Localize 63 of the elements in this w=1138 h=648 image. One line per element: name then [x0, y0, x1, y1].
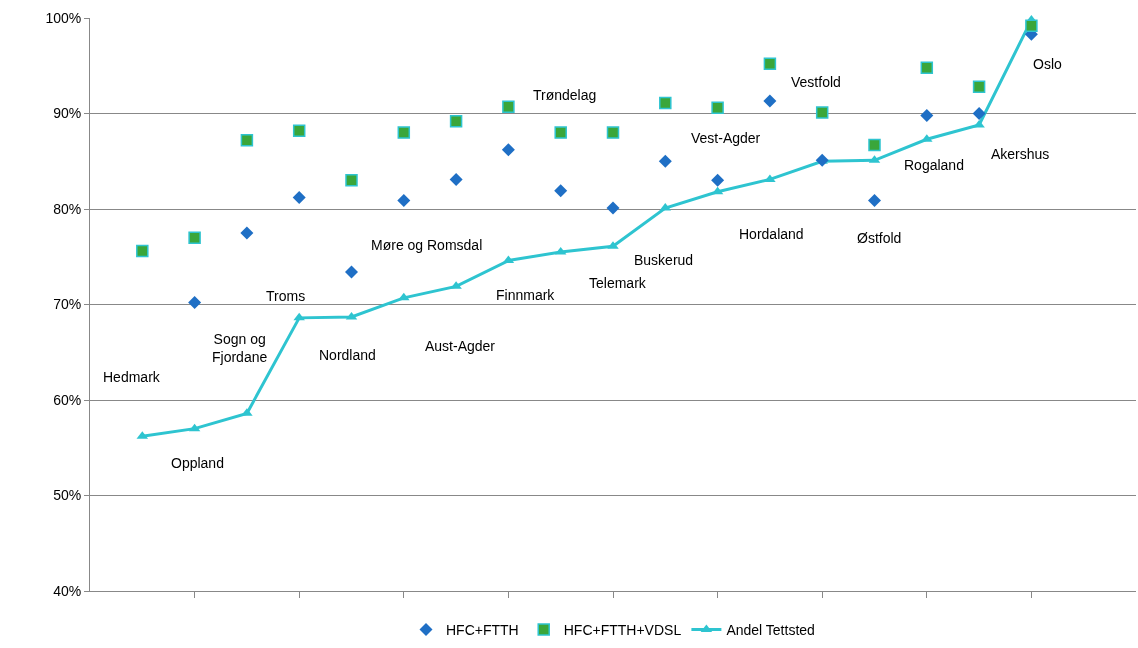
point: [501, 143, 515, 157]
annotation: Telemark: [589, 275, 647, 291]
annotation: Oslo: [1033, 56, 1062, 72]
point: [449, 114, 463, 128]
point: [711, 101, 724, 115]
annotation: Aust-Agder: [425, 338, 496, 354]
point: [763, 57, 777, 71]
annotation: Troms: [266, 288, 306, 304]
y-tick-label: 100%: [45, 9, 82, 26]
y-tick-label: 60%: [53, 391, 82, 408]
annotation: Hedmark: [103, 369, 161, 385]
point: [606, 126, 620, 139]
point: [659, 96, 672, 110]
point: [449, 172, 463, 186]
point: [972, 107, 986, 120]
y-tick-label: 70%: [53, 296, 82, 313]
annotation: Hordaland: [739, 226, 804, 242]
point: [398, 292, 410, 301]
annotation: Vest-Agder: [691, 130, 761, 146]
annotation: Buskerud: [634, 252, 694, 268]
legend-label: HFC+FTTH+VDSL: [563, 621, 682, 638]
point: [606, 201, 620, 215]
annotation: Finnmark: [496, 287, 556, 303]
point: [345, 265, 358, 279]
point: [397, 126, 411, 139]
point: [188, 231, 201, 244]
annotation: Østfold: [857, 230, 902, 246]
point: [397, 193, 411, 207]
point: [920, 108, 934, 122]
point: [868, 138, 881, 152]
annotation: Sogn og Fjordane: [212, 331, 268, 366]
point: [763, 94, 777, 108]
point: [136, 244, 149, 258]
point: [188, 296, 202, 310]
point: [554, 126, 567, 139]
annotation: Trøndelag: [533, 87, 597, 103]
y-tick-label: 50%: [53, 487, 82, 504]
point: [345, 174, 358, 187]
legend-label: Andel Tettsted: [726, 621, 815, 638]
annotation: Møre og Romsdal: [371, 237, 483, 253]
y-tick-label: 90%: [53, 105, 82, 122]
y-tick-label: 80%: [53, 200, 82, 217]
annotation: Rogaland: [904, 157, 964, 173]
point: [293, 312, 305, 321]
point: [240, 133, 254, 147]
point: [711, 173, 725, 187]
point: [292, 124, 306, 137]
point: [815, 106, 829, 119]
annotation: Vestfold: [791, 74, 841, 90]
point: [868, 193, 881, 207]
annotation: Oppland: [171, 455, 224, 471]
point: [240, 226, 254, 240]
annotation: Nordland: [319, 347, 376, 363]
point: [972, 80, 986, 94]
legend-label: HFC+FTTH: [446, 621, 519, 638]
point: [920, 61, 934, 74]
point: [554, 184, 568, 198]
point: [292, 191, 306, 205]
point: [1025, 19, 1038, 32]
y-tick-label: 40%: [53, 582, 82, 599]
point: [502, 100, 515, 114]
annotation: Akershus: [991, 146, 1050, 162]
point: [658, 154, 672, 168]
